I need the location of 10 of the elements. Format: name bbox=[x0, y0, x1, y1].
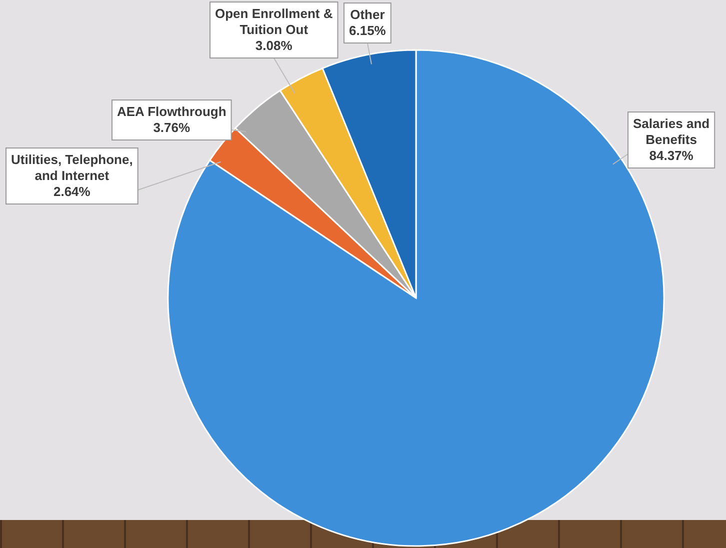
slice-label: AEA Flowthrough bbox=[117, 104, 226, 119]
slice-label: Salaries and Benefits bbox=[633, 116, 710, 147]
data-label: 2.64% bbox=[53, 184, 91, 199]
data-label: 84.37% bbox=[649, 148, 694, 163]
data-label: 6.15% bbox=[349, 23, 386, 38]
slice-label: Utilities, Telephone, and Internet bbox=[11, 152, 133, 183]
slice-label: Open Enrollment & Tuition Out bbox=[215, 6, 333, 37]
slice-label: Other bbox=[350, 7, 385, 22]
data-label: 3.76% bbox=[153, 120, 191, 135]
data-label: 3.08% bbox=[255, 38, 293, 53]
